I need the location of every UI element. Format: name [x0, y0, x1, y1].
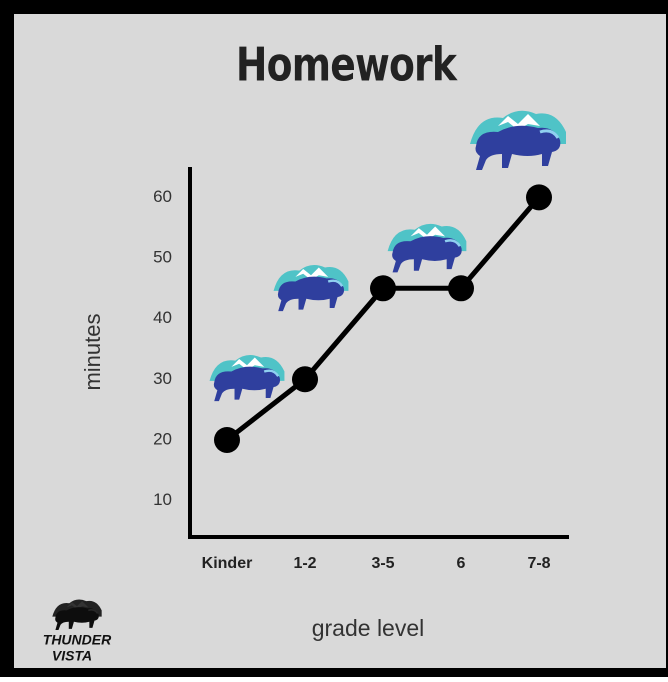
point — [214, 427, 240, 453]
x-tick-label: 1-2 — [293, 555, 316, 572]
point — [526, 184, 552, 210]
y-tick-label: 60 — [153, 187, 172, 206]
logo-text: THUNDER — [43, 632, 112, 648]
x-tick-label: Kinder — [202, 555, 253, 572]
point — [448, 275, 474, 301]
x-tick-label: 6 — [457, 555, 466, 572]
point — [370, 275, 396, 301]
y-tick-label: 20 — [153, 429, 172, 448]
y-tick-label: 40 — [153, 308, 172, 327]
logo-text: VISTA — [52, 648, 92, 664]
point — [292, 366, 318, 392]
infographic: Homework minutes grade level THUNDER VIS… — [0, 0, 668, 677]
y-tick-label: 30 — [153, 369, 172, 388]
chart-title: Homework — [236, 38, 458, 92]
y-tick-label: 10 — [153, 490, 172, 509]
x-axis-label: grade level — [312, 615, 425, 641]
y-axis-label: minutes — [80, 313, 105, 390]
x-tick-label: 3-5 — [371, 555, 394, 572]
x-tick-label: 7-8 — [527, 555, 550, 572]
y-tick-label: 50 — [153, 247, 172, 266]
